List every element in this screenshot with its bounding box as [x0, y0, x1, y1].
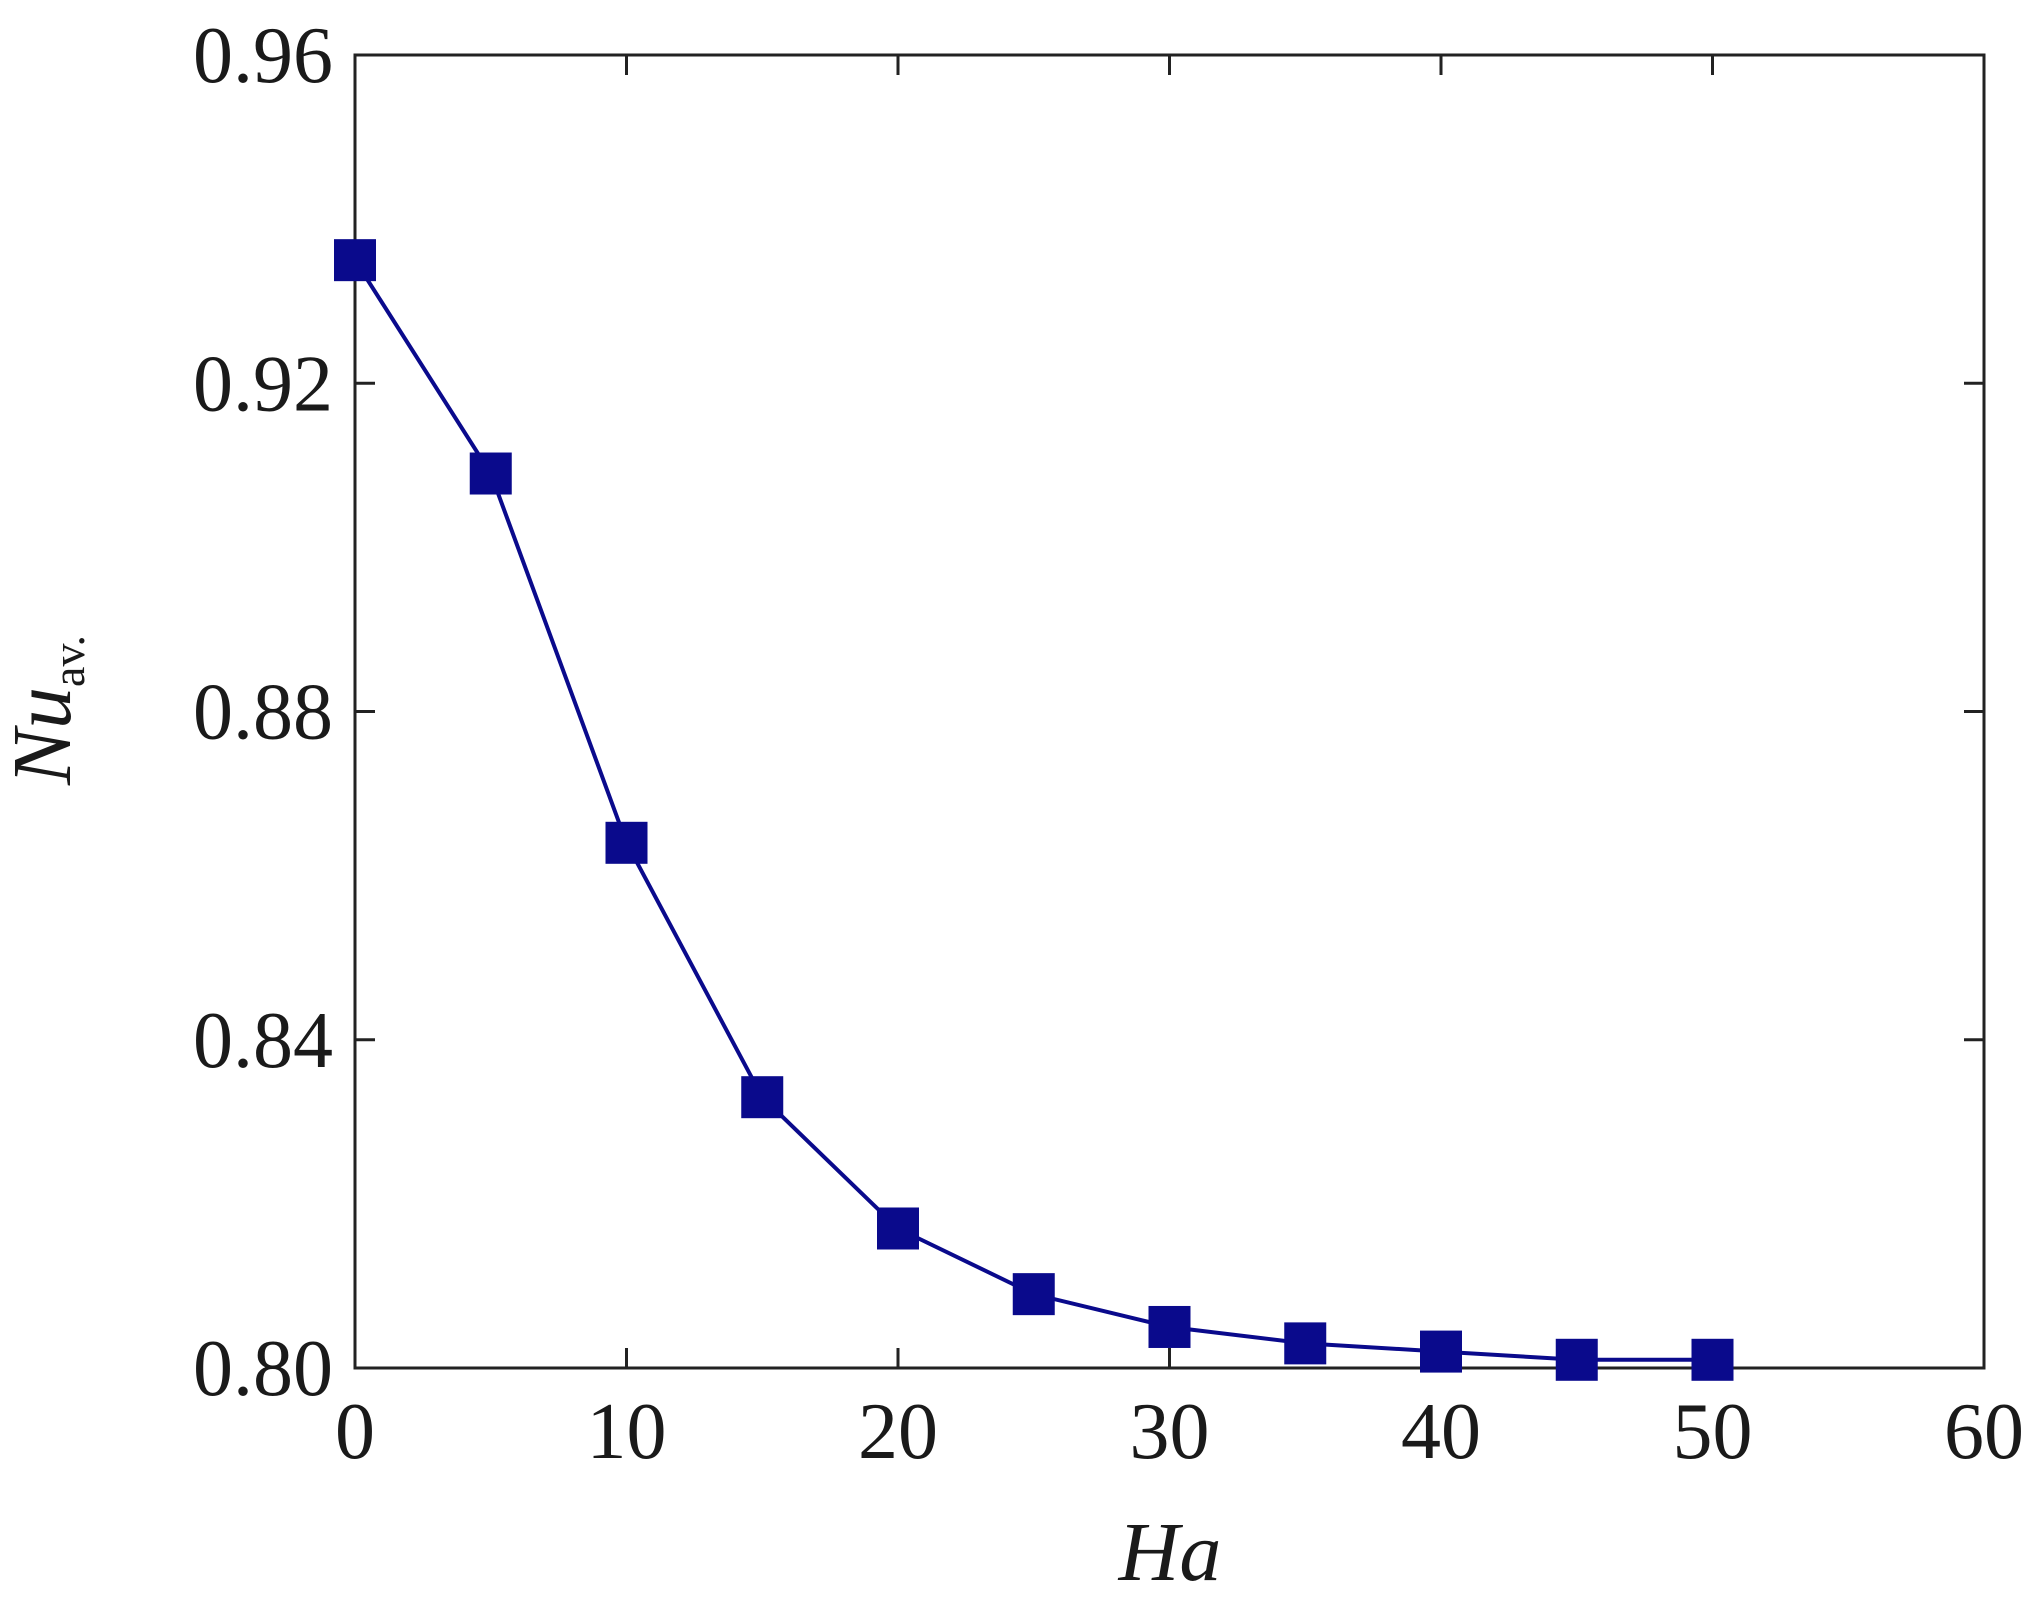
x-axis-label: Ha	[1118, 1506, 1222, 1599]
marker	[1284, 1322, 1327, 1365]
marker	[741, 1076, 784, 1119]
x-tick-label: 60	[1944, 1388, 2024, 1476]
marker	[1691, 1338, 1734, 1381]
y-axis-label-subscript: av.	[43, 635, 94, 687]
x-tick-label: 0	[335, 1388, 375, 1476]
marker	[469, 452, 512, 495]
y-axis-label-main: Nu	[0, 687, 89, 786]
marker	[1012, 1273, 1055, 1316]
marker	[1420, 1330, 1462, 1373]
x-tick-label: 30	[1130, 1388, 1210, 1476]
marker	[334, 239, 376, 282]
y-tick-label: 0.92	[193, 340, 333, 428]
marker	[877, 1207, 919, 1250]
y-tick-label: 0.80	[193, 1325, 333, 1413]
marker	[1148, 1305, 1191, 1348]
marker	[605, 821, 648, 864]
x-tick-label: 20	[858, 1388, 938, 1476]
y-tick-label: 0.84	[193, 997, 333, 1085]
y-tick-label: 0.88	[193, 669, 333, 757]
y-axis-label: Nuav.	[0, 635, 94, 786]
x-tick-label: 50	[1673, 1388, 1753, 1476]
y-tick-label: 0.96	[193, 12, 333, 100]
plot-frame	[353, 53, 1986, 1370]
series-line	[353, 259, 1713, 1362]
x-tick-label: 10	[587, 1388, 667, 1476]
marker	[1555, 1338, 1598, 1381]
x-tick-label: 40	[1401, 1388, 1481, 1476]
y-axis-label-group: Nuav.	[0, 635, 94, 786]
